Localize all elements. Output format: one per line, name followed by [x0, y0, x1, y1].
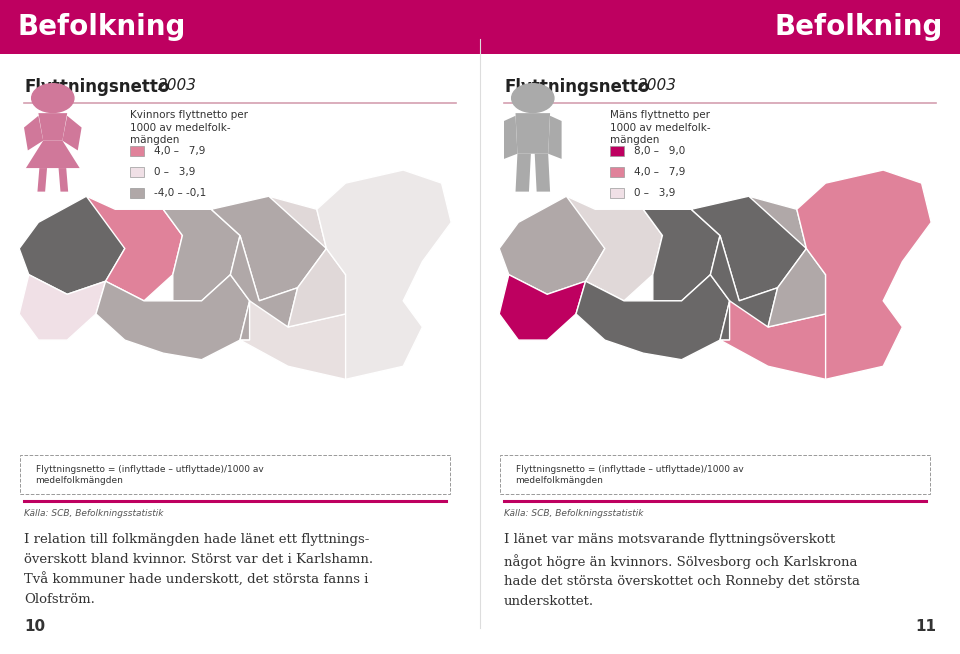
- Polygon shape: [548, 116, 562, 159]
- FancyBboxPatch shape: [610, 209, 624, 218]
- FancyBboxPatch shape: [130, 146, 144, 156]
- FancyBboxPatch shape: [610, 230, 624, 239]
- Polygon shape: [269, 196, 346, 327]
- Text: 0 –   3,9: 0 – 3,9: [154, 167, 195, 177]
- Polygon shape: [566, 196, 662, 301]
- Polygon shape: [499, 275, 586, 340]
- Polygon shape: [230, 235, 298, 340]
- Text: 11: 11: [915, 619, 936, 634]
- Polygon shape: [19, 196, 125, 294]
- Text: -4,0 – -0,1: -4,0 – -0,1: [634, 209, 685, 218]
- FancyBboxPatch shape: [610, 167, 624, 177]
- Text: Flyttningsnetto: Flyttningsnetto: [504, 78, 649, 97]
- Text: Flyttningsnetto = (inflyttade – utflyttade)/1000 av
medelfolkmängden: Flyttningsnetto = (inflyttade – utflytta…: [36, 465, 263, 485]
- Text: 2003: 2003: [638, 78, 678, 94]
- Polygon shape: [499, 196, 605, 294]
- Polygon shape: [710, 235, 778, 340]
- Polygon shape: [26, 141, 80, 168]
- Polygon shape: [504, 116, 517, 159]
- Polygon shape: [19, 275, 106, 340]
- Text: 10: 10: [24, 619, 45, 634]
- Text: Flyttningsnetto: Flyttningsnetto: [24, 78, 169, 97]
- Polygon shape: [643, 209, 720, 301]
- Polygon shape: [96, 275, 250, 360]
- Polygon shape: [37, 168, 47, 192]
- Polygon shape: [643, 196, 806, 301]
- Polygon shape: [59, 168, 68, 192]
- Polygon shape: [516, 113, 550, 154]
- Polygon shape: [535, 154, 550, 192]
- Text: Mäns flyttnetto per
1000 av medelfolk-
mängden: Mäns flyttnetto per 1000 av medelfolk- m…: [610, 110, 710, 145]
- Polygon shape: [163, 209, 240, 301]
- Text: I relation till folkmängden hade länet ett flyttnings-
överskott bland kvinnor. : I relation till folkmängden hade länet e…: [24, 533, 373, 606]
- Text: I länet var mäns motsvarande flyttningsöverskott
något högre än kvinnors. Sölves: I länet var mäns motsvarande flyttningsö…: [504, 533, 860, 608]
- FancyBboxPatch shape: [610, 146, 624, 156]
- Polygon shape: [24, 116, 43, 150]
- Text: -4,0 – -0,1: -4,0 – -0,1: [154, 188, 205, 198]
- Text: Flyttningsnetto = (inflyttade – utflyttade)/1000 av
medelfolkmängden: Flyttningsnetto = (inflyttade – utflytta…: [516, 465, 743, 485]
- Polygon shape: [797, 170, 931, 379]
- Polygon shape: [38, 113, 67, 141]
- FancyBboxPatch shape: [130, 209, 144, 218]
- Polygon shape: [749, 196, 826, 327]
- Text: 4,0 –   7,9: 4,0 – 7,9: [634, 167, 685, 177]
- Text: 2003: 2003: [158, 78, 198, 94]
- Text: Befolkning: Befolkning: [775, 13, 943, 41]
- Polygon shape: [240, 301, 422, 379]
- Polygon shape: [62, 116, 82, 150]
- Polygon shape: [163, 196, 326, 301]
- Text: Kvinnors flyttnetto per
1000 av medelfolk-
mängden: Kvinnors flyttnetto per 1000 av medelfol…: [130, 110, 248, 145]
- Polygon shape: [720, 301, 902, 379]
- Text: Befolkning: Befolkning: [17, 13, 185, 41]
- Text: -5,0 – -4,1: -5,0 – -4,1: [634, 230, 686, 239]
- Text: Källa: SCB, Befolkningsstatistik: Källa: SCB, Befolkningsstatistik: [24, 509, 163, 518]
- Polygon shape: [317, 170, 451, 379]
- Circle shape: [32, 84, 74, 112]
- Text: Källa: SCB, Befolkningsstatistik: Källa: SCB, Befolkningsstatistik: [504, 509, 643, 518]
- FancyBboxPatch shape: [130, 188, 144, 198]
- Text: -8,0 – -4,1: -8,0 – -4,1: [154, 209, 206, 218]
- FancyBboxPatch shape: [130, 167, 144, 177]
- Polygon shape: [86, 196, 182, 301]
- Text: 0 –   3,9: 0 – 3,9: [634, 188, 675, 198]
- Text: 4,0 –   7,9: 4,0 – 7,9: [154, 146, 205, 156]
- Text: 8,0 –   9,0: 8,0 – 9,0: [634, 146, 684, 156]
- Polygon shape: [516, 154, 531, 192]
- Polygon shape: [576, 275, 730, 360]
- FancyBboxPatch shape: [0, 0, 960, 54]
- Circle shape: [512, 84, 554, 112]
- FancyBboxPatch shape: [610, 188, 624, 198]
